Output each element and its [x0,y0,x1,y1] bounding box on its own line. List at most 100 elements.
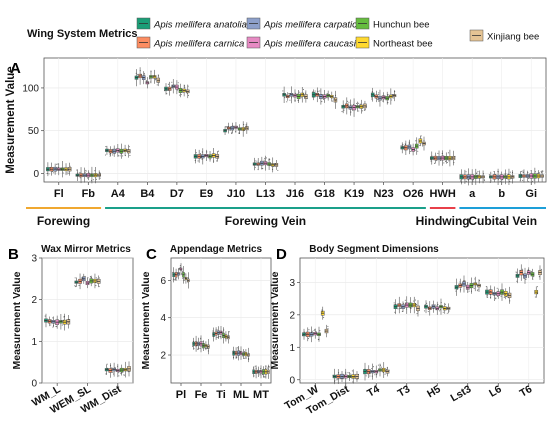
jitter-point [68,172,70,174]
box-L13-5 [270,157,275,173]
jitter-point [164,90,166,92]
jitter-point [202,343,205,345]
y-tick-label: 0 [33,169,39,180]
jitter-point [106,363,108,365]
jitter-point [387,94,389,96]
jitter-point [275,162,277,165]
x-tick-label: O26 [403,188,424,200]
jitter-point [326,96,328,98]
jitter-point [109,153,111,155]
jitter-point [511,171,514,174]
box-L6-1 [488,285,493,299]
jitter-point [512,175,514,178]
jitter-point [333,97,335,99]
box-D7-0 [164,83,168,95]
box-H5-1 [427,301,432,316]
jitter-point [245,124,247,126]
jitter-point [179,94,181,96]
jitter-point [222,335,224,337]
jitter-point [232,356,235,359]
jitter-point [135,72,137,74]
jitter-point [92,179,94,181]
jitter-point [107,149,109,151]
box-N23-0 [370,87,375,102]
jitter-point [265,367,267,370]
box-T4-0 [363,362,367,381]
jitter-point [74,285,76,287]
legend-label: Hunchun bee [373,20,430,31]
jitter-point [200,338,202,340]
jitter-point [206,151,208,153]
jitter-point [536,286,538,288]
jitter-point [61,169,63,171]
y-tick-label: 0 [31,379,37,390]
box-Fl-5 [64,163,68,176]
box-WEM_SL-6 [96,275,101,288]
jitter-point [497,179,499,181]
jitter-point [369,375,371,377]
jitter-point [63,316,66,318]
box-MT-6 [267,364,270,379]
jitter-point [264,157,266,159]
panel-title: Wax Mirror Metrics [41,244,131,255]
jitter-point [487,296,489,298]
jitter-point [350,111,352,113]
jitter-point [98,277,100,279]
jitter-point [298,91,300,93]
jitter-point [74,286,76,288]
box-K19-2 [348,99,353,116]
legend-label: Northeast bee [373,39,433,50]
jitter-point [343,374,346,377]
box-T3-3 [404,296,409,314]
box-a-6 [481,170,486,184]
box-Tom_Dist-5 [351,369,356,384]
jitter-point [352,376,354,379]
jitter-point [323,316,325,318]
jitter-point [332,374,334,376]
jitter-point [165,89,167,91]
y-axis-label: Measurement Value [140,271,152,369]
jitter-point [240,350,242,353]
box-WM_L-0 [44,313,48,328]
jitter-point [327,327,329,329]
jitter-point [302,88,305,91]
jitter-point [182,277,184,279]
jitter-point [282,90,284,92]
box-K19-4 [355,101,360,112]
jitter-point [516,272,518,274]
jitter-point [358,110,360,112]
jitter-point [408,142,410,144]
box-Gi-5 [536,170,541,182]
box-E9-4 [208,151,212,162]
box-WM_Dist-2 [112,362,116,377]
panel-D: D Body Segment Dimensions 0 1 2 3 Measurement … [269,244,545,417]
box-Pl-0 [172,267,175,283]
jitter-point [195,341,197,343]
y-tick-label: 1 [289,343,295,354]
jitter-point [527,177,530,180]
jitter-point [504,294,506,296]
box-Lst3-2 [462,275,466,293]
jitter-point [497,171,499,173]
jitter-point [446,312,448,314]
jitter-point [51,171,53,173]
jitter-point [227,126,229,128]
jitter-point [538,276,540,278]
jitter-point [349,377,351,379]
x-tick-label: T6 [518,383,535,400]
jitter-point [307,338,310,340]
jitter-point [61,320,63,322]
box-T6-5 [534,286,539,298]
jitter-point [118,155,120,157]
panel-label: B [8,246,19,263]
box-Fl-1 [49,162,54,176]
jitter-point [111,369,113,371]
box-N23-1 [374,90,379,103]
jitter-point [477,170,479,172]
jitter-point [377,364,379,366]
box-Lst3-0 [454,278,459,296]
jitter-point [477,289,479,291]
jitter-point [246,353,248,355]
jitter-point [523,277,525,280]
legend-label: Apis mellifera carpatica [263,20,362,31]
